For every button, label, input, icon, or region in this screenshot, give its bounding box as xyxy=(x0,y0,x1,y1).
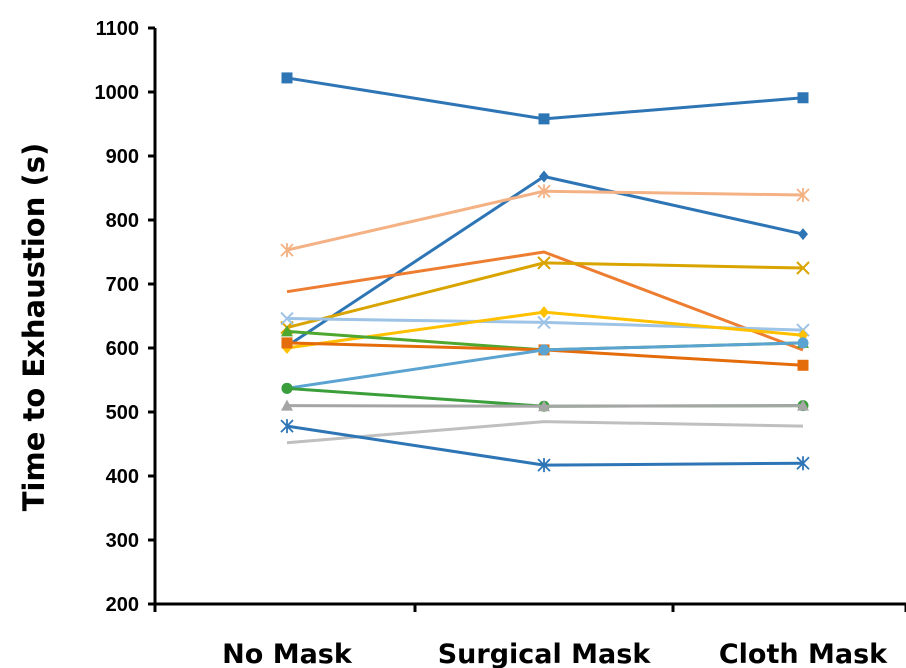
y-tick-label: 1000 xyxy=(95,82,140,104)
triangle-marker xyxy=(281,325,293,337)
x-category-label: Surgical Mask xyxy=(438,639,652,668)
series-line xyxy=(286,310,804,350)
square-marker xyxy=(538,113,550,125)
triangle-marker xyxy=(281,399,293,411)
series-line xyxy=(286,420,804,445)
asterisk-marker xyxy=(796,456,810,471)
asterisk-marker xyxy=(280,243,294,258)
y-axis: 200 300 400 500 600 700 800 900 1000 1100 xyxy=(95,18,157,616)
series-4 xyxy=(286,250,804,352)
series-line xyxy=(286,424,804,467)
circle-marker xyxy=(538,344,550,356)
y-tick-label: 200 xyxy=(106,594,139,616)
series-14 xyxy=(280,419,810,473)
circle-marker xyxy=(797,337,809,349)
series-line xyxy=(286,76,804,121)
diamond-marker xyxy=(798,228,808,241)
series-1 xyxy=(281,72,809,125)
square-marker xyxy=(281,72,293,84)
x-marker xyxy=(280,311,294,326)
asterisk-marker xyxy=(537,458,551,473)
x-axis: No Mask Surgical Mask Cloth Mask xyxy=(153,602,906,668)
series-3 xyxy=(280,184,810,258)
triangle-marker xyxy=(797,399,809,411)
x-category-label: No Mask xyxy=(222,639,353,668)
x-marker xyxy=(796,261,810,275)
diamond-marker xyxy=(539,170,549,183)
y-tick-label: 1100 xyxy=(96,18,139,40)
asterisk-marker xyxy=(280,419,294,434)
series-layer xyxy=(280,72,810,473)
series-line xyxy=(286,189,804,252)
y-tick-label: 400 xyxy=(106,466,139,488)
square-marker xyxy=(281,337,293,349)
circle-marker xyxy=(281,382,293,394)
y-tick-label: 700 xyxy=(106,274,139,296)
y-tick-label: 500 xyxy=(106,402,139,424)
square-marker xyxy=(797,359,809,371)
x-marker xyxy=(537,256,551,270)
series-line xyxy=(286,250,804,352)
x-marker xyxy=(537,315,551,330)
y-tick-label: 800 xyxy=(106,210,139,232)
y-tick-label: 600 xyxy=(106,338,139,360)
y-tick-label: 300 xyxy=(106,530,139,552)
series-12 xyxy=(281,399,809,412)
asterisk-marker xyxy=(796,188,810,203)
y-axis-title: Time to Exhaustion (s) xyxy=(17,143,51,511)
square-marker xyxy=(797,92,809,104)
y-tick-label: 900 xyxy=(106,146,139,168)
x-category-label: Cloth Mask xyxy=(719,639,888,668)
triangle-marker xyxy=(538,400,550,412)
asterisk-marker xyxy=(537,184,551,199)
diamond-marker xyxy=(539,306,549,319)
series-13 xyxy=(286,420,804,445)
